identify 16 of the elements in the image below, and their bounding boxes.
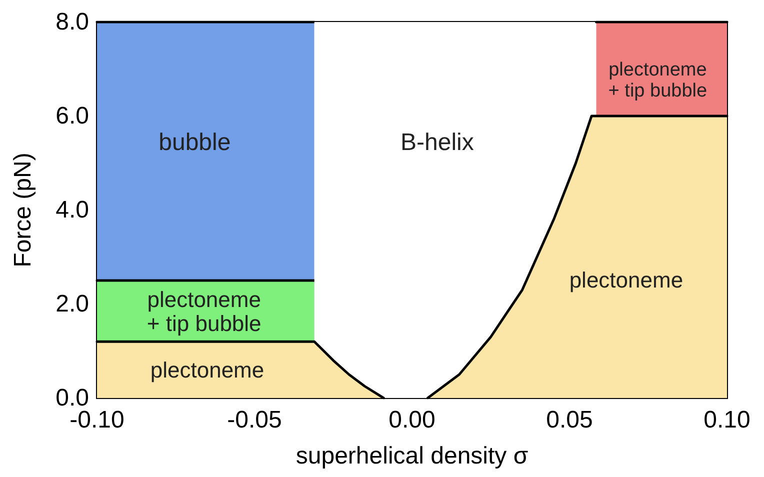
y-tick-label: 4.0 xyxy=(56,196,89,224)
annotation: plectoneme + tip bubble xyxy=(608,59,708,102)
annotation: plectoneme xyxy=(150,357,264,382)
x-axis-title: superhelical density σ xyxy=(296,442,528,470)
annotation: plectoneme xyxy=(569,267,684,292)
x-tick-label: 0.10 xyxy=(704,406,750,434)
y-tick-label: 6.0 xyxy=(56,102,89,130)
x-tick-label: 0.00 xyxy=(388,406,436,434)
x-tick-label: -0.05 xyxy=(227,406,282,434)
annotation: bubble xyxy=(158,128,231,156)
annotation: plectoneme + tip bubble xyxy=(146,287,262,336)
y-tick-label: 8.0 xyxy=(56,8,89,36)
x-tick-label: 0.05 xyxy=(546,406,593,434)
y-tick-label: 2.0 xyxy=(56,290,89,318)
annotation: B-helix xyxy=(400,128,474,156)
y-axis-title: Force (pN) xyxy=(10,152,36,268)
